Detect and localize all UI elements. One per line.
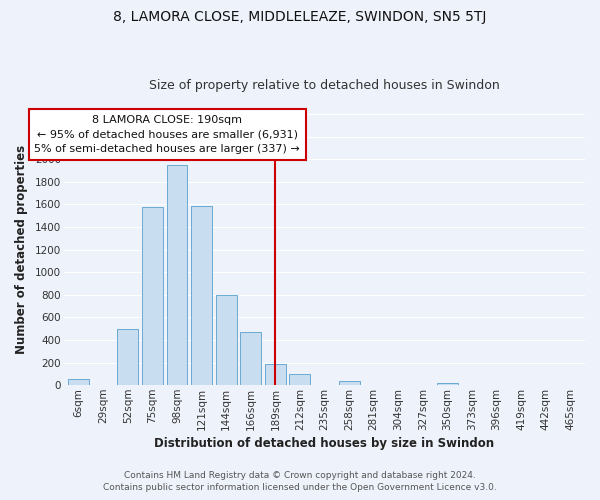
Title: Size of property relative to detached houses in Swindon: Size of property relative to detached ho… (149, 79, 500, 92)
Bar (241, 332, 261, 385)
Text: 8, LAMORA CLOSE, MIDDLELEAZE, SWINDON, SN5 5TJ: 8, LAMORA CLOSE, MIDDLELEAZE, SWINDON, S… (113, 10, 487, 24)
Bar (167, 165, 187, 385)
Bar (437, 383, 458, 385)
Bar (265, 364, 286, 385)
Text: Contains HM Land Registry data © Crown copyright and database right 2024.
Contai: Contains HM Land Registry data © Crown c… (103, 471, 497, 492)
Bar (118, 328, 139, 385)
Y-axis label: Number of detached properties: Number of detached properties (15, 145, 28, 354)
Bar (338, 381, 359, 385)
Text: 8 LAMORA CLOSE: 190sqm
← 95% of detached houses are smaller (6,931)
5% of semi-d: 8 LAMORA CLOSE: 190sqm ← 95% of detached… (34, 114, 300, 154)
Bar (216, 296, 236, 385)
Bar (68, 379, 89, 385)
Bar (191, 206, 212, 385)
Bar (142, 206, 163, 385)
Bar (289, 374, 310, 385)
X-axis label: Distribution of detached houses by size in Swindon: Distribution of detached houses by size … (154, 437, 494, 450)
